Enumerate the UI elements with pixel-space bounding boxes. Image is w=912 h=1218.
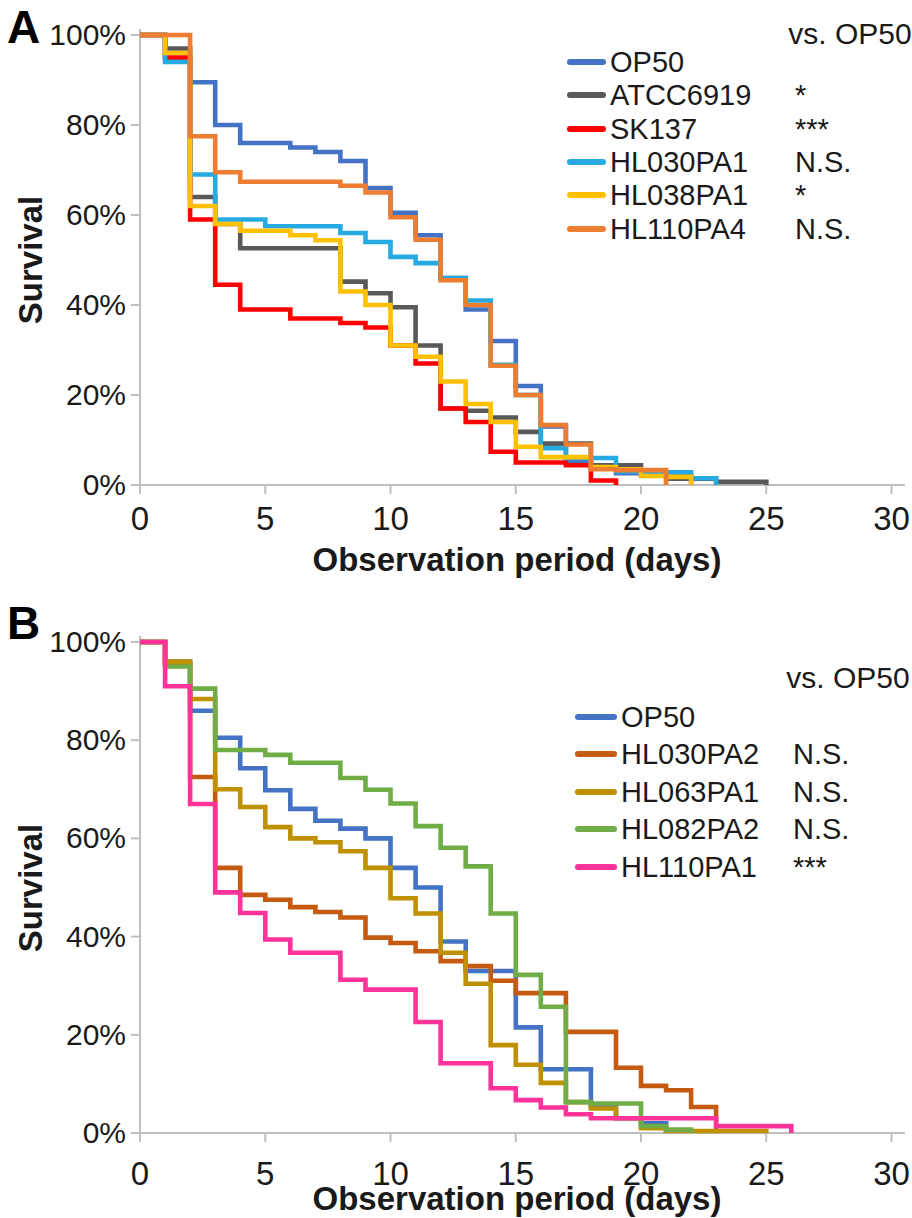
survival-figure: A B Survival Survival Observation period… bbox=[0, 0, 912, 1218]
y-tick-label-a: 100% bbox=[0, 20, 126, 50]
legend-label-hl110pa1: HL110PA1 bbox=[621, 852, 757, 881]
y-tick-label-b: 100% bbox=[0, 627, 126, 657]
x-tick-label-a: 5 bbox=[256, 502, 274, 535]
x-tick-label-a: 30 bbox=[873, 502, 910, 535]
legend-label-hl063pa1: HL063PA1 bbox=[621, 777, 759, 806]
x-tick-label-a: 20 bbox=[623, 502, 660, 535]
legend-label-op50: OP50 bbox=[621, 703, 695, 732]
x-tick-label-b: 5 bbox=[256, 1157, 274, 1190]
legend-swatch-hl082pa2 bbox=[575, 826, 617, 832]
legend-significance-atcc6919: * bbox=[795, 81, 806, 110]
y-tick-label-a: 80% bbox=[0, 110, 126, 140]
x-tick-label-a: 25 bbox=[748, 502, 785, 535]
legend-swatch-hl030pa1 bbox=[567, 159, 606, 165]
legend-swatch-op50 bbox=[567, 59, 606, 65]
legend-significance-hl030pa1: N.S. bbox=[795, 147, 851, 176]
legend-swatch-hl063pa1 bbox=[575, 789, 617, 795]
y-tick-label-a: 60% bbox=[0, 200, 126, 230]
legend-significance-hl063pa1: N.S. bbox=[793, 777, 849, 806]
legend-title-b: vs. OP50 bbox=[786, 663, 909, 693]
x-tick-label-b: 15 bbox=[497, 1157, 534, 1190]
legend-swatch-sk137 bbox=[567, 126, 606, 132]
legend-swatch-atcc6919 bbox=[567, 92, 606, 98]
y-tick-label-a: 20% bbox=[0, 380, 126, 410]
x-tick-label-b: 0 bbox=[131, 1157, 149, 1190]
legend-label-hl038pa1: HL038PA1 bbox=[610, 181, 748, 210]
legend-label-atcc6919: ATCC6919 bbox=[610, 81, 751, 110]
y-tick-label-b: 0% bbox=[0, 1118, 126, 1148]
legend-swatch-hl038pa1 bbox=[567, 192, 606, 198]
plot-canvas bbox=[0, 0, 912, 1218]
series-hl110pa4-panel-a bbox=[140, 35, 666, 485]
legend-label-hl110pa4: HL110PA4 bbox=[610, 214, 746, 243]
y-tick-label-b: 80% bbox=[0, 725, 126, 755]
x-tick-label-b: 20 bbox=[623, 1157, 660, 1190]
x-tick-label-a: 10 bbox=[372, 502, 409, 535]
legend-significance-hl030pa2: N.S. bbox=[793, 740, 849, 769]
legend-title-a: vs. OP50 bbox=[788, 19, 911, 49]
legend-significance-sk137: *** bbox=[795, 114, 829, 143]
x-tick-label-b: 30 bbox=[873, 1157, 910, 1190]
legend-label-sk137: SK137 bbox=[610, 114, 697, 143]
y-tick-label-a: 40% bbox=[0, 290, 126, 320]
legend-label-hl082pa2: HL082PA2 bbox=[621, 815, 759, 844]
series-sk137-panel-a bbox=[140, 35, 616, 485]
y-tick-label-a: 0% bbox=[0, 470, 126, 500]
legend-significance-hl110pa1: *** bbox=[793, 852, 827, 881]
legend-label-op50: OP50 bbox=[610, 48, 684, 77]
y-tick-label-b: 20% bbox=[0, 1020, 126, 1050]
legend-swatch-hl110pa4 bbox=[567, 226, 606, 232]
legend-significance-hl038pa1: * bbox=[795, 181, 806, 210]
x-tick-label-b: 10 bbox=[372, 1157, 409, 1190]
y-tick-label-b: 40% bbox=[0, 922, 126, 952]
legend-swatch-hl030pa2 bbox=[575, 751, 617, 757]
legend-label-hl030pa1: HL030PA1 bbox=[610, 147, 748, 176]
x-axis-title-a: Observation period (days) bbox=[313, 543, 722, 576]
legend-significance-hl110pa4: N.S. bbox=[795, 214, 851, 243]
x-tick-label-a: 15 bbox=[497, 502, 534, 535]
legend-significance-hl082pa2: N.S. bbox=[793, 815, 849, 844]
y-tick-label-b: 60% bbox=[0, 823, 126, 853]
x-tick-label-a: 0 bbox=[131, 502, 149, 535]
legend-swatch-op50 bbox=[575, 714, 617, 720]
x-tick-label-b: 25 bbox=[748, 1157, 785, 1190]
legend-label-hl030pa2: HL030PA2 bbox=[621, 740, 759, 769]
legend-swatch-hl110pa1 bbox=[575, 864, 617, 870]
